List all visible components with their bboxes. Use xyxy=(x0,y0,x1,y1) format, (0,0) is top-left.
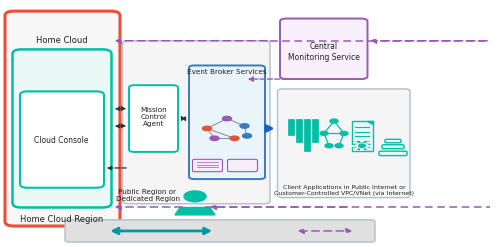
Bar xyxy=(366,141,371,144)
Circle shape xyxy=(184,191,206,202)
Circle shape xyxy=(222,116,232,121)
Bar xyxy=(312,119,318,142)
Bar xyxy=(296,119,302,142)
Bar xyxy=(304,119,310,151)
Polygon shape xyxy=(366,121,372,124)
Circle shape xyxy=(240,124,249,128)
Circle shape xyxy=(325,144,333,148)
FancyBboxPatch shape xyxy=(278,89,410,198)
Circle shape xyxy=(320,131,328,135)
Circle shape xyxy=(340,131,348,135)
FancyBboxPatch shape xyxy=(228,159,258,172)
FancyBboxPatch shape xyxy=(385,139,401,143)
Circle shape xyxy=(230,136,239,141)
Polygon shape xyxy=(175,207,215,215)
Circle shape xyxy=(202,126,211,131)
FancyBboxPatch shape xyxy=(382,145,404,149)
Text: Event Broker Services: Event Broker Services xyxy=(187,69,267,75)
FancyBboxPatch shape xyxy=(189,65,265,179)
FancyBboxPatch shape xyxy=(12,49,112,207)
Text: Cloud Console: Cloud Console xyxy=(34,136,89,145)
Bar xyxy=(288,119,294,135)
Bar xyxy=(353,147,358,150)
Text: Central
Monitoring Service: Central Monitoring Service xyxy=(288,42,360,62)
FancyBboxPatch shape xyxy=(129,85,178,152)
Text: Client Applications in Public Internet or
Customer-Controlled VPC/VNet (via Inte: Client Applications in Public Internet o… xyxy=(274,185,414,196)
Bar xyxy=(352,121,372,151)
FancyBboxPatch shape xyxy=(20,91,104,188)
Circle shape xyxy=(330,119,338,123)
Bar xyxy=(351,145,355,147)
FancyBboxPatch shape xyxy=(192,159,222,172)
Circle shape xyxy=(335,144,343,148)
FancyBboxPatch shape xyxy=(379,151,407,156)
Bar xyxy=(366,147,371,150)
Circle shape xyxy=(210,136,219,141)
FancyBboxPatch shape xyxy=(122,41,270,204)
Bar xyxy=(360,149,364,151)
Text: Mission
Control
Agent: Mission Control Agent xyxy=(140,107,167,127)
Bar xyxy=(360,140,364,142)
Circle shape xyxy=(358,144,366,147)
Bar xyxy=(369,145,373,147)
FancyBboxPatch shape xyxy=(280,19,368,79)
Text: Public Region or
Dedicated Region: Public Region or Dedicated Region xyxy=(116,189,180,202)
Bar xyxy=(353,141,358,144)
FancyBboxPatch shape xyxy=(65,220,375,242)
Circle shape xyxy=(242,134,252,138)
Text: Home Cloud: Home Cloud xyxy=(36,36,88,45)
FancyBboxPatch shape xyxy=(5,11,120,226)
Circle shape xyxy=(354,142,370,150)
Text: Home Cloud Region: Home Cloud Region xyxy=(20,215,103,224)
